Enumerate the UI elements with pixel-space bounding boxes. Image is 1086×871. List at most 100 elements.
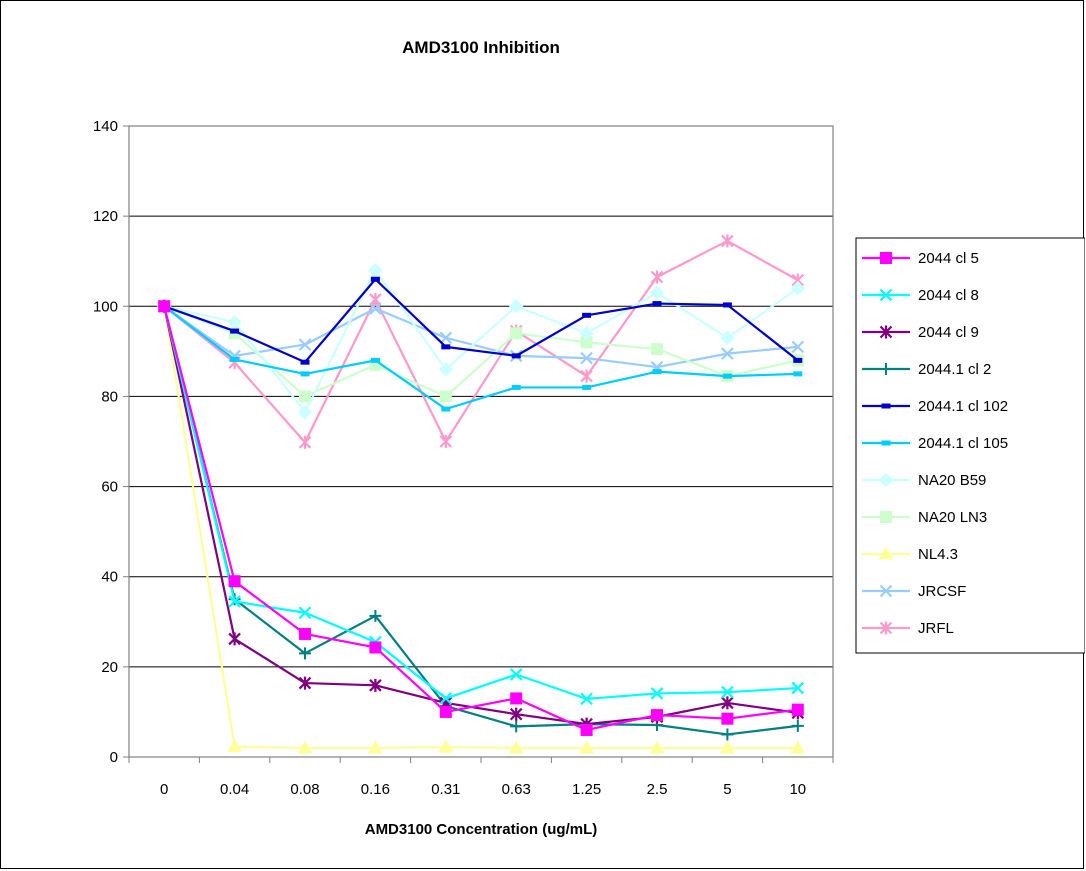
x-tick-label-0-04: 0.04: [220, 781, 249, 798]
data-point-2044-1-cl-105-2: [300, 371, 310, 377]
legend-marker-2044-cl-9: [879, 325, 893, 339]
data-point-2044-cl-5-8: [721, 712, 734, 725]
series-line-2044-cl-5: [163, 306, 798, 732]
series-na20-b59: [156, 263, 806, 420]
data-point-2044-1-cl-2-5: [510, 720, 523, 733]
data-point-2044-cl-5-3: [369, 641, 382, 654]
legend-item-2044-cl-9: 2044 cl 9: [862, 324, 979, 341]
data-point-jrcsf-4: [439, 331, 453, 345]
legend-label-2044-cl-9: 2044 cl 9: [918, 324, 979, 341]
chart-title: AMD3100 Inhibition: [402, 38, 560, 57]
data-point-2044-1-cl-102-8: [722, 302, 732, 308]
data-point-nl4-3-5: [508, 740, 524, 754]
series-line-nl4-3: [163, 306, 798, 750]
data-point-nl4-3-4: [438, 739, 454, 753]
data-point-2044-1-cl-102-7: [652, 301, 662, 307]
legend-label-jrcsf: JRCSF: [918, 583, 966, 600]
data-point-na20-b59-9: [790, 281, 806, 296]
data-point-2044-1-cl-102-4: [441, 344, 451, 350]
legend-label-2044-cl-8: 2044 cl 8: [918, 287, 979, 304]
data-point-jrfl-8: [721, 234, 734, 248]
legend-marker-na20-ln3: [880, 511, 892, 523]
data-point-jrfl-6: [580, 369, 593, 383]
data-point-jrfl-2: [298, 435, 312, 449]
legend-marker-jrfl: [879, 621, 893, 635]
data-point-2044-1-cl-102-9: [793, 357, 803, 363]
y-tick-label-140: 140: [93, 118, 118, 135]
legend-label-2044-1-cl-2: 2044.1 cl 2: [918, 361, 991, 378]
data-point-nl4-3-7: [649, 740, 665, 754]
data-point-nl4-3-8: [720, 740, 735, 754]
data-point-nl4-3-2: [297, 740, 313, 754]
series-line-2044-1-cl-105: [163, 305, 798, 411]
data-point-na20-b59-1: [227, 314, 242, 330]
y-tick-label-0: 0: [110, 749, 118, 766]
data-point-2044-1-cl-105-4: [441, 406, 451, 412]
legend-item-jrfl: JRFL: [862, 620, 954, 637]
data-point-jrcsf-8: [721, 347, 734, 360]
series-line-2044-cl-9: [163, 306, 798, 726]
legend-marker-2044-cl-5: [880, 252, 892, 264]
data-point-2044-cl-8-4: [439, 692, 453, 705]
x-axis-title: AMD3100 Concentration (ug/mL): [365, 821, 598, 838]
y-tick-label-40: 40: [101, 569, 118, 586]
data-point-2044-1-cl-102-2: [300, 359, 310, 365]
data-point-2044-cl-5-0: [158, 300, 171, 313]
legend-marker-2044-1-cl-2: [880, 363, 892, 375]
data-point-2044-cl-8-5: [509, 668, 523, 681]
legend-box: [855, 237, 1085, 654]
x-tick-label-5: 5: [723, 781, 731, 798]
data-point-2044-cl-9-1: [228, 632, 241, 646]
x-tick-label-0: 0: [160, 781, 168, 798]
x-tick-label-0-08: 0.08: [290, 781, 319, 798]
legend-item-jrcsf: JRCSF: [862, 583, 966, 600]
legend-label-jrfl: JRFL: [918, 620, 954, 637]
data-point-na20-b59-4: [438, 362, 454, 377]
x-tick-label-0-31: 0.31: [431, 781, 460, 798]
data-point-2044-cl-8-1: [228, 595, 241, 608]
legend-marker-2044-1-cl-102: [881, 403, 891, 409]
data-point-na20-b59-5: [508, 299, 524, 314]
data-point-2044-1-cl-105-3: [370, 357, 380, 363]
y-tick-label-100: 100: [93, 298, 118, 315]
data-point-na20-b59-3: [368, 263, 383, 278]
data-point-na20-ln3-7: [651, 343, 663, 356]
series-2044-cl-5: [158, 300, 804, 736]
legend-label-na20-ln3: NA20 LN3: [918, 509, 987, 526]
data-point-2044-cl-5-6: [580, 723, 593, 736]
data-point-na20-b59-2: [297, 404, 313, 420]
data-point-2044-1-cl-105-9: [793, 371, 803, 377]
series-line-2044-1-cl-2: [163, 306, 798, 736]
data-point-jrcsf-2: [298, 338, 312, 351]
data-point-2044-cl-5-4: [439, 705, 452, 718]
data-point-nl4-3-9: [790, 740, 806, 754]
data-point-2044-1-cl-102-6: [582, 312, 592, 318]
legend-marker-2044-1-cl-105: [881, 440, 891, 446]
y-tick-label-120: 120: [93, 208, 118, 225]
data-point-2044-1-cl-2-9: [791, 719, 804, 732]
series-line-2044-1-cl-102: [163, 278, 799, 364]
data-point-2044-cl-9-5: [509, 707, 523, 721]
data-point-2044-cl-5-9: [791, 703, 804, 716]
data-point-2044-1-cl-105-7: [652, 369, 662, 375]
legend-label-2044-1-cl-105: 2044.1 cl 105: [918, 435, 1008, 452]
data-point-nl4-3-6: [579, 740, 594, 754]
data-point-2044-cl-9-8: [721, 696, 734, 710]
data-point-jrfl-7: [650, 270, 664, 284]
data-point-na20-b59-8: [720, 330, 735, 346]
data-point-na20-ln3-5: [510, 327, 523, 340]
legend-label-2044-cl-5: 2044 cl 5: [918, 250, 979, 267]
data-point-2044-1-cl-105-1: [230, 356, 240, 362]
legend-marker-na20-b59: [878, 472, 894, 488]
data-point-2044-cl-5-5: [510, 692, 523, 705]
legend-item-2044-cl-8: 2044 cl 8: [862, 287, 979, 304]
series-2044-cl-8: [157, 300, 805, 706]
series-jrfl: [157, 234, 805, 449]
legend-marker-nl4-3: [878, 546, 894, 560]
data-point-2044-1-cl-102-1: [230, 328, 240, 334]
data-point-jrcsf-6: [580, 351, 593, 365]
plot-area: [128, 125, 834, 758]
data-point-2044-1-cl-105-6: [582, 384, 592, 390]
series-line-jrfl: [163, 239, 799, 444]
